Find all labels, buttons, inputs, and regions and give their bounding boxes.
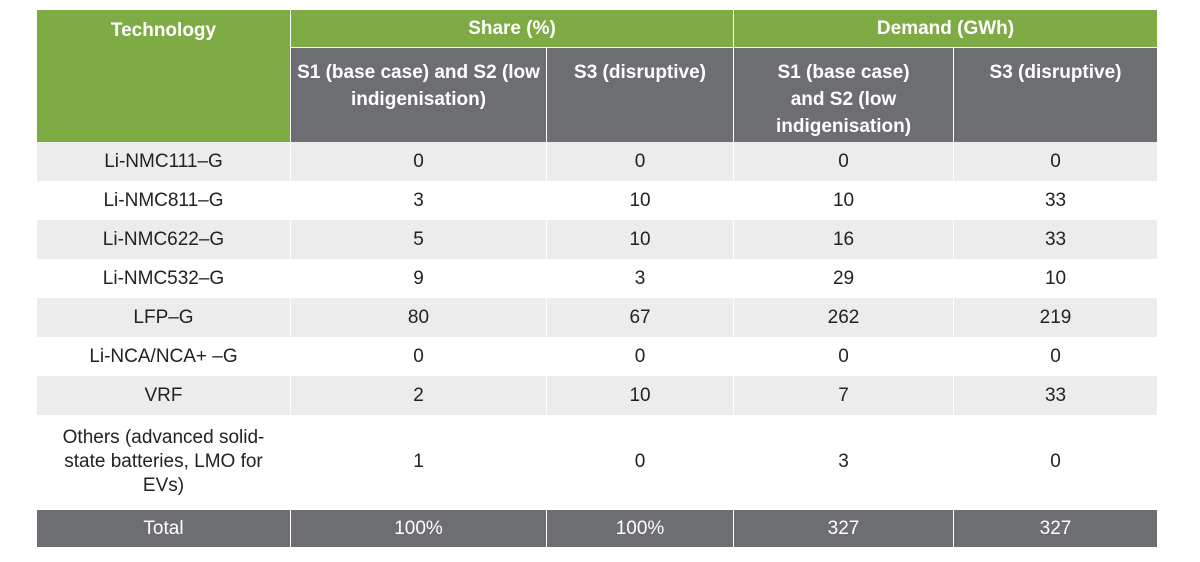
share-s1-s2-cell: 2 xyxy=(290,376,546,415)
technology-cell: VRF xyxy=(37,376,290,415)
share-s1-s2-cell: 3 xyxy=(290,181,546,220)
technology-cell: Others (advanced solid-state batteries, … xyxy=(37,415,290,509)
demand-s1-s2-cell: 262 xyxy=(733,298,954,337)
table-footer: Total 100% 100% 327 327 xyxy=(37,509,1158,547)
technology-cell: Li-NMC111–G xyxy=(37,142,290,181)
total-row: Total 100% 100% 327 327 xyxy=(37,509,1158,547)
share-s3-cell: 10 xyxy=(546,220,734,259)
total-demand-s1-s2: 327 xyxy=(733,509,954,547)
technology-cell: LFP–G xyxy=(37,298,290,337)
demand-s3-cell: 0 xyxy=(953,142,1158,181)
table-row: Li-NCA/NCA+ –G 0 0 0 0 xyxy=(37,337,1158,376)
table-body: Li-NMC111–G 0 0 0 0 Li-NMC811–G 3 10 10 … xyxy=(37,142,1158,509)
header-share: Share (%) xyxy=(290,10,734,47)
total-demand-s3: 327 xyxy=(953,509,1158,547)
table-row: VRF 2 10 7 33 xyxy=(37,376,1158,415)
demand-s1-s2-cell: 16 xyxy=(733,220,954,259)
share-s3-cell: 0 xyxy=(546,337,734,376)
demand-s3-cell: 0 xyxy=(953,415,1158,509)
battery-demand-table: Technology Share (%) Demand (GWh) S1 (ba… xyxy=(37,10,1158,547)
table-row: Li-NMC532–G 9 3 29 10 xyxy=(37,259,1158,298)
demand-s3-cell: 0 xyxy=(953,337,1158,376)
share-s1-s2-cell: 0 xyxy=(290,142,546,181)
demand-s1-s2-cell: 10 xyxy=(733,181,954,220)
table-row: Others (advanced solid-state batteries, … xyxy=(37,415,1158,509)
share-s1-s2-cell: 5 xyxy=(290,220,546,259)
demand-s1-s2-cell: 0 xyxy=(733,142,954,181)
share-s1-s2-cell: 0 xyxy=(290,337,546,376)
share-s1-s2-cell: 80 xyxy=(290,298,546,337)
technology-cell: Li-NCA/NCA+ –G xyxy=(37,337,290,376)
share-s3-cell: 10 xyxy=(546,376,734,415)
technology-cell: Li-NMC811–G xyxy=(37,181,290,220)
header-technology: Technology xyxy=(37,10,290,142)
total-share-s3: 100% xyxy=(546,509,734,547)
table-row: Li-NMC622–G 5 10 16 33 xyxy=(37,220,1158,259)
share-s3-cell: 0 xyxy=(546,142,734,181)
header-share-s1-s2: S1 (base case) and S2 (low indigenisatio… xyxy=(290,47,546,142)
demand-s1-s2-cell: 7 xyxy=(733,376,954,415)
share-s3-cell: 0 xyxy=(546,415,734,509)
total-share-s1-s2: 100% xyxy=(290,509,546,547)
header-demand-s1-s2: S1 (base case) and S2 (low indigenisatio… xyxy=(733,47,954,142)
demand-s3-cell: 219 xyxy=(953,298,1158,337)
header-demand: Demand (GWh) xyxy=(733,10,1158,47)
total-label: Total xyxy=(37,509,290,547)
technology-cell: Li-NMC532–G xyxy=(37,259,290,298)
table-row: LFP–G 80 67 262 219 xyxy=(37,298,1158,337)
header-share-s3: S3 (disruptive) xyxy=(546,47,734,142)
header-demand-s3: S3 (disruptive) xyxy=(953,47,1158,142)
share-s3-cell: 67 xyxy=(546,298,734,337)
technology-cell: Li-NMC622–G xyxy=(37,220,290,259)
demand-s1-s2-cell: 3 xyxy=(733,415,954,509)
share-s3-cell: 10 xyxy=(546,181,734,220)
table-row: Li-NMC111–G 0 0 0 0 xyxy=(37,142,1158,181)
demand-s1-s2-cell: 29 xyxy=(733,259,954,298)
table-row: Li-NMC811–G 3 10 10 33 xyxy=(37,181,1158,220)
table-container: Technology Share (%) Demand (GWh) S1 (ba… xyxy=(37,10,1158,547)
share-s1-s2-cell: 1 xyxy=(290,415,546,509)
demand-s3-cell: 10 xyxy=(953,259,1158,298)
demand-s3-cell: 33 xyxy=(953,376,1158,415)
share-s1-s2-cell: 9 xyxy=(290,259,546,298)
demand-s1-s2-cell: 0 xyxy=(733,337,954,376)
demand-s3-cell: 33 xyxy=(953,181,1158,220)
share-s3-cell: 3 xyxy=(546,259,734,298)
table-header: Technology Share (%) Demand (GWh) S1 (ba… xyxy=(37,10,1158,142)
demand-s3-cell: 33 xyxy=(953,220,1158,259)
